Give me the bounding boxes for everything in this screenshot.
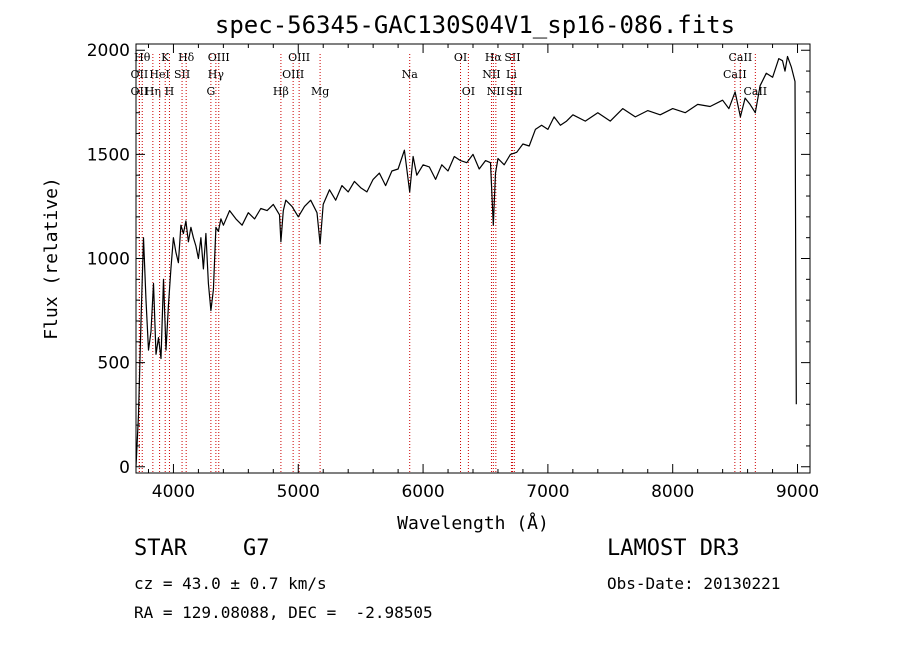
line-marker-label: SII <box>174 68 190 81</box>
line-marker-label: Mg <box>311 85 329 98</box>
line-marker-label: OII <box>131 68 149 81</box>
y-tick-label: 2000 <box>87 41 130 61</box>
line-marker-label: SII <box>504 51 520 64</box>
y-tick-label: 1500 <box>87 145 130 165</box>
line-marker-label: OIII <box>208 51 230 64</box>
obs-date: Obs-Date: 20130221 <box>607 574 781 593</box>
line-marker-label: OI <box>462 85 475 98</box>
line-marker-label: SII <box>506 85 522 98</box>
x-tick-label: 4000 <box>152 482 195 502</box>
line-marker-label: Hγ <box>208 68 225 81</box>
x-axis-label: Wavelength (Å) <box>397 512 549 534</box>
x-tick-label: 7000 <box>526 482 569 502</box>
plot-frame <box>135 43 811 474</box>
line-marker-label: NII <box>487 85 505 98</box>
line-marker-label: Hα <box>485 51 503 64</box>
line-marker-label: Hη <box>145 85 161 98</box>
line-marker-label: K <box>161 51 170 64</box>
y-tick-label: 1000 <box>87 250 130 270</box>
survey-name: LAMOST DR3 <box>607 536 740 561</box>
spectrum-line <box>135 55 797 467</box>
y-axis-label: Flux (relative) <box>41 177 62 340</box>
line-marker-label: HeI <box>149 68 169 81</box>
line-marker-label: CaII <box>723 68 747 81</box>
coordinates: RA = 129.08088, DEC = -2.98505 <box>134 603 433 622</box>
line-marker-label: Hθ <box>134 51 151 64</box>
object-subclass: G7 <box>243 536 270 561</box>
y-tick-label: 500 <box>98 354 130 374</box>
chart-title: spec-56345-GAC130S04V1_sp16-086.fits <box>215 11 735 39</box>
line-marker-label: Na <box>402 68 419 81</box>
line-marker-label: NII <box>482 68 500 81</box>
line-marker-label: OIII <box>288 51 310 64</box>
line-marker-label: CaII <box>729 51 753 64</box>
line-marker-label: Li <box>506 68 517 81</box>
x-tick-label: 9000 <box>776 482 819 502</box>
x-tick-label: 8000 <box>651 482 694 502</box>
object-class: STAR <box>134 536 187 561</box>
line-marker-label: G <box>206 85 215 98</box>
line-marker-label: Hδ <box>178 51 195 64</box>
x-tick-label: 5000 <box>277 482 320 502</box>
line-marker-label: CaII <box>743 85 767 98</box>
x-tick-label: 6000 <box>401 482 444 502</box>
y-tick-label: 0 <box>119 458 130 478</box>
line-marker-label: OI <box>454 51 467 64</box>
line-marker-label: OIII <box>282 68 304 81</box>
line-marker-label: H <box>165 85 175 98</box>
line-marker-label: Hβ <box>273 85 289 98</box>
redshift-value: cz = 43.0 ± 0.7 km/s <box>134 574 327 593</box>
